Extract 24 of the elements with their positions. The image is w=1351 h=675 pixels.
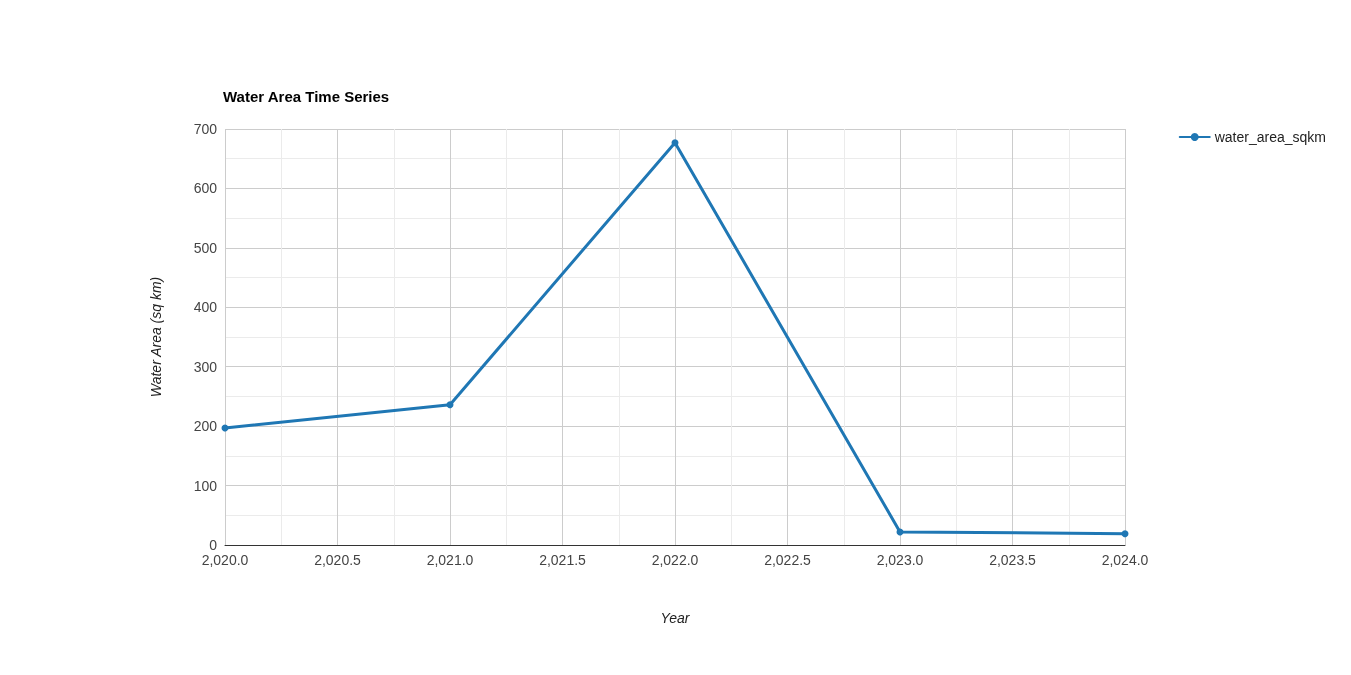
y-tick-label: 600 xyxy=(193,180,218,197)
y-tick-label: 400 xyxy=(193,299,218,316)
y-tick-label: 200 xyxy=(193,418,218,435)
x-tick-label: 2,020.5 xyxy=(314,552,362,568)
x-tick-label: 2,022.5 xyxy=(764,552,812,568)
y-axis-title: Water Area (sq km) xyxy=(148,276,164,398)
x-tick-label: 2,024.0 xyxy=(1101,552,1149,568)
y-tick-label: 700 xyxy=(193,121,218,137)
y-tick-label: 0 xyxy=(209,537,218,553)
x-tick-label: 2,022.0 xyxy=(651,552,699,568)
point xyxy=(1121,530,1129,538)
chart-title: Water Area Time Series xyxy=(223,88,390,105)
x-tick-label: 2,023.5 xyxy=(989,552,1037,568)
x-axis-title: Year xyxy=(660,610,691,626)
point xyxy=(671,139,679,147)
y-tick-label: 300 xyxy=(193,358,218,375)
y-tick-label: 500 xyxy=(193,239,218,256)
x-tick-label: 2,021.0 xyxy=(426,552,474,568)
x-tick-label: 2,023.0 xyxy=(876,552,924,568)
legend-label: water_area_sqkm xyxy=(1213,129,1327,145)
point xyxy=(446,401,454,409)
x-tick-label: 2,021.5 xyxy=(539,552,587,568)
y-tick-label: 100 xyxy=(193,477,218,494)
x-tick-label: 2,020.0 xyxy=(201,552,249,568)
